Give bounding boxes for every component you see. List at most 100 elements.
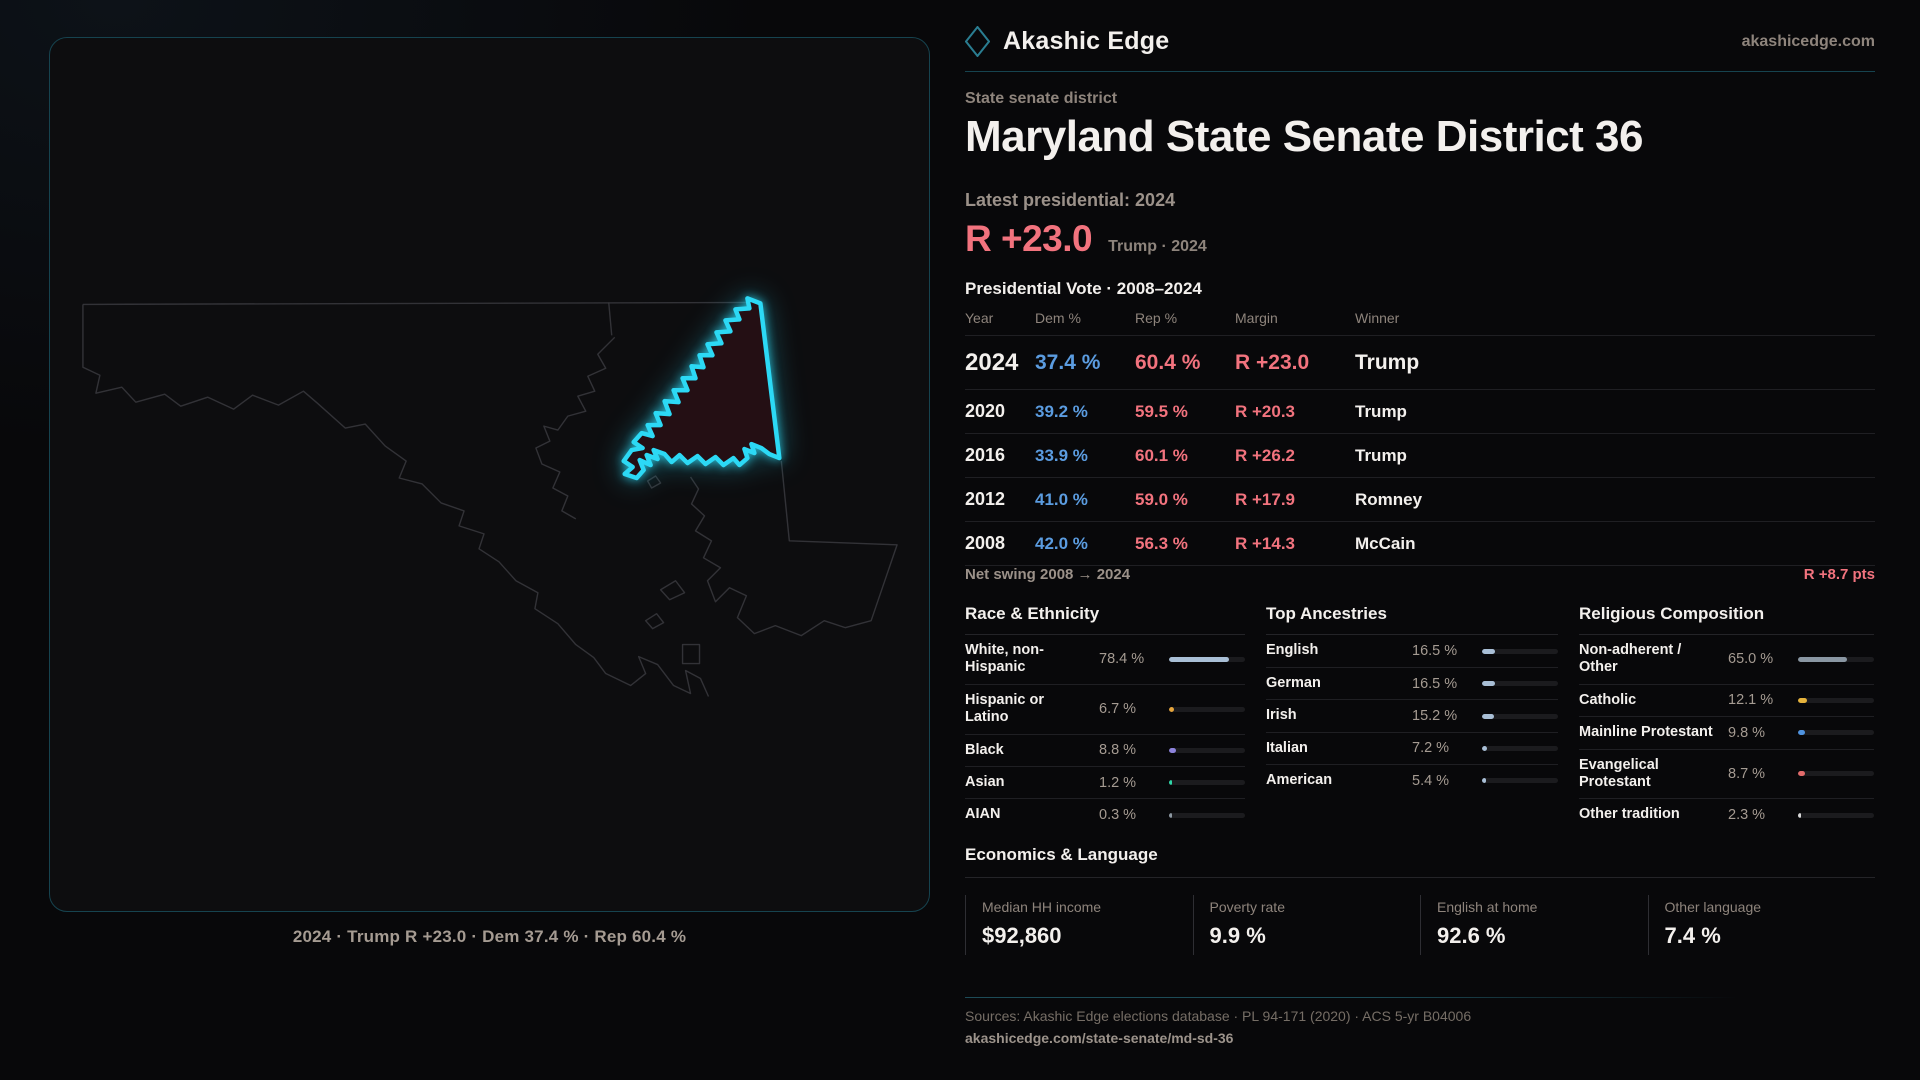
stat-cell: Median HH income $92,860 xyxy=(965,895,1193,955)
value-bar-fill xyxy=(1169,747,1176,753)
vote-rep-share: 60.1 % xyxy=(1135,445,1188,465)
demo-row: Mainline Protestant 9.8 % xyxy=(1579,716,1874,748)
economics-stats-row: Median HH income $92,860 Poverty rate 9.9 %… xyxy=(965,895,1875,955)
state-outline-north xyxy=(82,301,763,306)
state-outline-bay-west-shore xyxy=(535,336,616,520)
demo-section: Race & Ethnicity White, non-Hispanic 78.4 … xyxy=(965,604,1245,831)
value-bar-fill xyxy=(1798,730,1806,736)
vote-table-header: Year Dem % Rep % Margin Winner xyxy=(965,304,1875,336)
col-header-rep: Rep % xyxy=(1135,310,1178,326)
vote-rep-share: 60.4 % xyxy=(1135,350,1201,374)
demo-label: Other tradition xyxy=(1579,806,1680,823)
value-bar-fill xyxy=(1798,812,1802,818)
demo-value: 15.2 % xyxy=(1412,708,1458,725)
demo-value: 5.4 % xyxy=(1412,772,1450,789)
vote-dem-share: 42.0 % xyxy=(1035,533,1088,553)
value-bar xyxy=(1798,697,1874,703)
vote-year: 2008 xyxy=(965,533,1006,553)
demo-value: 8.8 % xyxy=(1099,742,1137,759)
vote-winner: Trump xyxy=(1355,350,1420,374)
maryland-map xyxy=(82,296,898,697)
district-36-shape[interactable] xyxy=(621,296,782,481)
vote-row-2024: 2024 37.4 % 60.4 % R +23.0 Trump xyxy=(965,336,1875,390)
state-outline-eastern-shore xyxy=(689,460,898,637)
demo-row: Catholic 12.1 % xyxy=(1579,683,1874,716)
stat-cell: English at home 92.6 % xyxy=(1420,895,1648,955)
demo-value: 65.0 % xyxy=(1728,651,1774,668)
demo-row: Asian 1.2 % xyxy=(965,765,1245,798)
footer-divider xyxy=(965,997,1875,998)
demo-label: Evangelical Protestant xyxy=(1579,756,1659,790)
stat-value: $92,860 xyxy=(982,923,1062,948)
value-bar xyxy=(1482,713,1558,719)
vote-row-2016: 2016 33.9 % 60.1 % R +26.2 Trump xyxy=(965,434,1875,478)
vote-row-2020: 2020 39.2 % 59.5 % R +20.3 Trump xyxy=(965,390,1875,434)
value-bar-fill xyxy=(1798,771,1805,777)
demo-value: 16.5 % xyxy=(1412,675,1458,692)
net-swing-row: Net swing 2008 → 2024 R +8.7 pts xyxy=(965,566,1875,583)
demo-row: German 16.5 % xyxy=(1266,667,1558,699)
value-bar xyxy=(1798,771,1874,777)
col-header-year: Year xyxy=(965,310,994,326)
vote-row-2012: 2012 41.0 % 59.0 % R +17.9 Romney xyxy=(965,478,1875,522)
value-bar xyxy=(1169,780,1245,786)
bay-island xyxy=(681,643,701,665)
demo-label: Non-adherent / Other xyxy=(1579,642,1682,676)
economics-divider xyxy=(965,877,1875,878)
demo-section-title: Race & Ethnicity xyxy=(965,604,1245,635)
demo-section: Top Ancestries English 16.5 % German 16.5 % I… xyxy=(1266,604,1558,831)
presidential-vote-table: Year Dem % Rep % Margin Winner 2024 37.4 … xyxy=(965,304,1875,566)
vote-year: 2020 xyxy=(965,401,1006,421)
value-bar xyxy=(1169,706,1245,712)
map-caption: 2024 · Trump R +23.0 · Dem 37.4 % · Rep … xyxy=(292,927,687,946)
demo-value: 2.3 % xyxy=(1728,807,1766,824)
demo-row: Italian 7.2 % xyxy=(1266,731,1558,764)
vote-margin: R +14.3 xyxy=(1235,533,1296,553)
bay-island xyxy=(646,475,662,489)
state-outline-susquehanna xyxy=(608,302,613,336)
stat-label: Median HH income xyxy=(982,899,1102,915)
value-bar xyxy=(1482,681,1558,687)
vote-winner: McCain xyxy=(1355,533,1416,553)
stat-label: English at home xyxy=(1437,899,1538,915)
demo-row: Evangelical Protestant 8.7 % xyxy=(1579,748,1874,799)
permalink[interactable]: akashicedge.com/state-senate/md-sd-36 xyxy=(965,1030,1234,1046)
demo-value: 8.7 % xyxy=(1728,765,1766,782)
demo-label: AIAN xyxy=(965,806,1001,823)
latest-margin-row: R +23.0 Trump · 2024 xyxy=(965,218,1207,260)
vote-dem-share: 41.0 % xyxy=(1035,489,1088,509)
value-bar xyxy=(1798,812,1874,818)
demo-value: 9.8 % xyxy=(1728,724,1766,741)
demo-label: Hispanic or Latino xyxy=(965,691,1044,726)
brand-site-link[interactable]: akashicedge.com xyxy=(1741,32,1875,50)
demo-value: 1.2 % xyxy=(1099,774,1137,791)
value-bar xyxy=(1169,812,1245,818)
district-kicker: State senate district xyxy=(965,90,1118,107)
vote-rep-share: 56.3 % xyxy=(1135,533,1188,553)
vote-winner: Trump xyxy=(1355,401,1407,421)
stat-label: Other language xyxy=(1664,899,1762,915)
demo-value: 7.2 % xyxy=(1412,740,1450,757)
demo-row: Black 8.8 % xyxy=(965,733,1245,766)
header-divider xyxy=(965,71,1875,72)
stat-value: 7.4 % xyxy=(1664,923,1721,948)
state-outline-west-potomac xyxy=(82,304,710,697)
latest-margin-value: R +23.0 xyxy=(965,218,1093,259)
demo-label: White, non-Hispanic xyxy=(965,642,1044,676)
brand-diamond-icon xyxy=(965,26,990,57)
district-map-panel xyxy=(49,37,930,912)
header-bar: Akashic Edge akashicedge.com xyxy=(965,26,1875,57)
value-bar-fill xyxy=(1169,656,1229,662)
vote-margin: R +26.2 xyxy=(1235,445,1296,465)
demo-row: Other tradition 2.3 % xyxy=(1579,798,1874,830)
demo-label: Catholic xyxy=(1579,691,1637,708)
net-swing-label: Net swing 2008 → 2024 xyxy=(965,566,1131,583)
demo-section-title: Top Ancestries xyxy=(1266,604,1558,635)
value-bar xyxy=(1482,778,1558,784)
demo-value: 6.7 % xyxy=(1099,701,1137,718)
vote-year: 2024 xyxy=(965,348,1019,376)
col-header-winner: Winner xyxy=(1355,310,1400,326)
demo-label: Black xyxy=(965,741,1004,758)
sources-line: Sources: Akashic Edge elections database… xyxy=(965,1008,1472,1024)
value-bar-fill xyxy=(1482,713,1494,719)
